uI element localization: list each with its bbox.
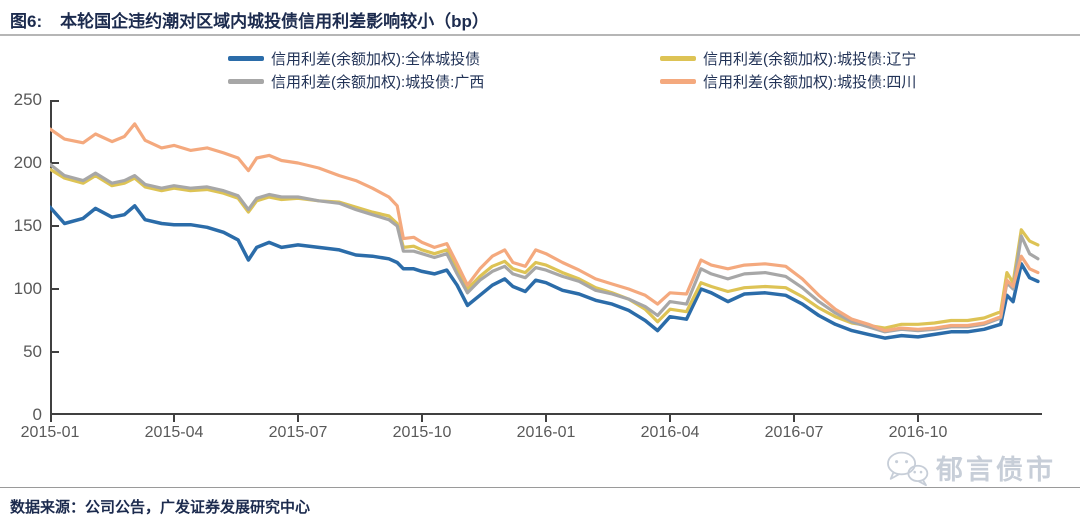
chart-legend: 信用利差(余额加权):全体城投债 信用利差(余额加权):城投债:辽宁 信用利差(余额… (228, 47, 1018, 92)
y-tick-label: 50 (23, 342, 42, 361)
legend-swatch-sichuan (660, 78, 696, 84)
legend-item-all: 信用利差(余额加权):全体城投债 (228, 47, 660, 69)
legend-swatch-all (228, 55, 264, 61)
y-tick-label: 250 (13, 90, 42, 109)
series-line-liaoning (48, 167, 1040, 330)
legend-item-sichuan: 信用利差(余额加权):城投债:四川 (660, 70, 1018, 92)
watermark: 郁言债市 (884, 448, 1056, 487)
legend-label-all: 信用利差(余额加权):全体城投债 (271, 50, 481, 68)
source-note: 数据来源：公司公告，广发证券发展研究中心 (10, 499, 311, 516)
x-tick-label: 2016-10 (888, 424, 948, 441)
x-tick-label: 2016-01 (516, 424, 576, 441)
x-tick-label: 2015-04 (144, 424, 204, 441)
y-tick-label: 100 (13, 279, 42, 298)
line-chart (48, 100, 1042, 422)
x-tick-label: 2015-07 (268, 424, 328, 441)
series-line-all (48, 204, 1040, 340)
y-tick-label: 0 (32, 405, 42, 424)
legend-item-guangxi: 信用利差(余额加权):城投债:广西 (228, 70, 660, 92)
legend-label-guangxi: 信用利差(余额加权):城投债:广西 (271, 73, 485, 91)
y-tick-label: 200 (13, 153, 42, 172)
series-line-sichuan (48, 122, 1040, 333)
figure-number: 图6: (10, 12, 43, 31)
legend-swatch-guangxi (228, 78, 264, 84)
x-tick-label: 2016-07 (764, 424, 824, 441)
watermark-text: 郁言债市 (936, 455, 1056, 485)
figure-title-text: 本轮国企违约潮对区域内城投债信用利差影响较小（bp） (60, 12, 489, 31)
y-tick-label: 150 (13, 216, 42, 235)
x-tick-label: 2015-10 (392, 424, 452, 441)
legend-label-liaoning: 信用利差(余额加权):城投债:辽宁 (703, 50, 917, 68)
x-tick-label: 2016-04 (640, 424, 700, 441)
legend-swatch-liaoning (660, 55, 696, 61)
legend-item-liaoning: 信用利差(余额加权):城投债:辽宁 (660, 47, 1018, 69)
figure-title: 图6: 本轮国企违约潮对区域内城投债信用利差影响较小（bp） (10, 7, 489, 32)
wechat-icon (887, 451, 929, 486)
footer-divider (0, 487, 1080, 488)
title-divider (0, 34, 1080, 36)
legend-label-sichuan: 信用利差(余额加权):城投债:四川 (703, 73, 917, 91)
plot-area (48, 100, 1042, 424)
x-tick-label: 2015-01 (20, 424, 80, 441)
